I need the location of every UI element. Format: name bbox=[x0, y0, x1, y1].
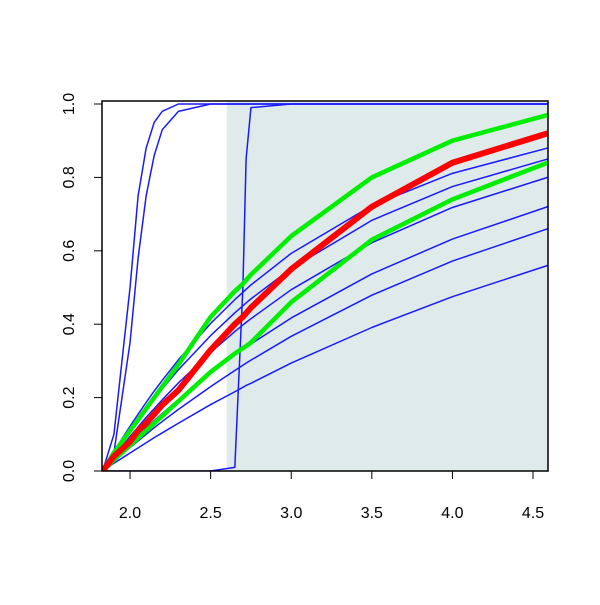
series-line bbox=[102, 264, 548, 471]
y-tick-label: 0.2 bbox=[61, 386, 78, 408]
series-line bbox=[102, 130, 548, 471]
y-tick-label: 0.4 bbox=[61, 313, 78, 335]
x-tick-label: 4.0 bbox=[441, 505, 463, 522]
x-tick-label: 3.5 bbox=[361, 505, 383, 522]
y-tick-label: 0.8 bbox=[61, 166, 78, 188]
plot-frame bbox=[101, 100, 549, 472]
series-line bbox=[102, 147, 548, 471]
series-line bbox=[102, 112, 548, 471]
y-tick-label: 0.0 bbox=[61, 460, 78, 482]
x-tick-label: 2.5 bbox=[200, 505, 222, 522]
y-tick-label: 0.6 bbox=[61, 240, 78, 262]
series-line bbox=[102, 160, 548, 471]
x-tick-label: 4.5 bbox=[522, 505, 544, 522]
series-line bbox=[102, 103, 548, 471]
plot-area bbox=[102, 101, 548, 471]
x-tick-label: 3.0 bbox=[280, 505, 302, 522]
x-tick-label: 2.0 bbox=[119, 505, 141, 522]
y-tick-label: 1.0 bbox=[61, 93, 78, 115]
